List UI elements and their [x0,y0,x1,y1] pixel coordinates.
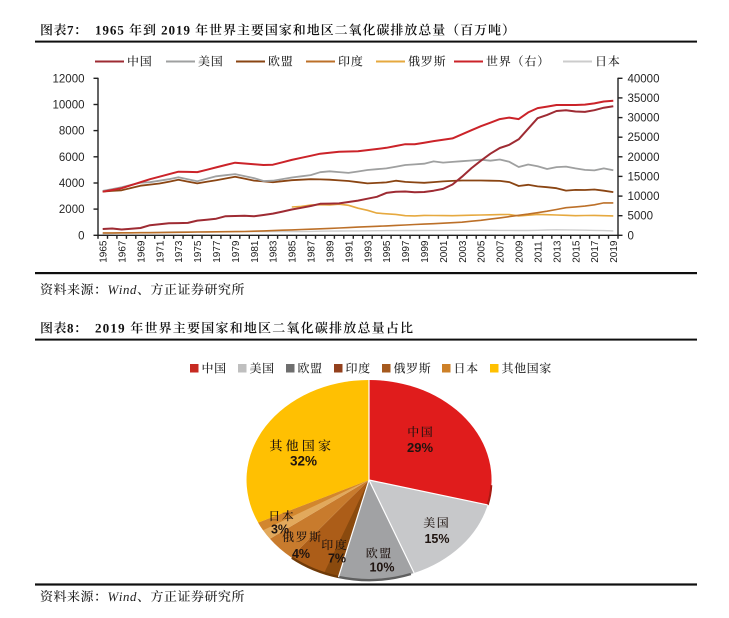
svg-text:2019: 2019 [609,240,620,263]
svg-text:40000: 40000 [628,73,660,85]
svg-text:1991: 1991 [344,240,355,263]
svg-text:10%: 10% [369,561,394,575]
svg-text:1999: 1999 [420,240,431,263]
svg-text:1985: 1985 [288,240,299,263]
svg-text:1969: 1969 [136,240,147,263]
svg-text:1981: 1981 [250,240,261,263]
svg-text:1971: 1971 [155,240,166,263]
svg-text:1977: 1977 [212,240,223,263]
svg-text:0: 0 [78,230,84,242]
svg-text:35000: 35000 [628,93,660,105]
svg-text:8000: 8000 [59,126,85,138]
svg-text:2005: 2005 [477,240,488,263]
svg-text:12000: 12000 [53,73,85,85]
svg-text:15%: 15% [424,532,449,546]
svg-text:2003: 2003 [458,240,469,263]
svg-text:6000: 6000 [59,152,85,164]
svg-text:1987: 1987 [307,240,318,263]
svg-text:4%: 4% [292,547,310,561]
svg-text:2001: 2001 [439,240,450,263]
svg-text:10000: 10000 [53,100,85,112]
svg-text:25000: 25000 [628,132,660,144]
svg-text:7%: 7% [328,552,346,566]
svg-text:2007: 2007 [496,240,507,263]
svg-text:1997: 1997 [401,240,412,263]
svg-text:1989: 1989 [325,240,336,263]
svg-text:15000: 15000 [628,171,660,183]
svg-text:1973: 1973 [174,240,185,263]
svg-text:2013: 2013 [552,240,563,263]
svg-text:2009: 2009 [515,240,526,263]
svg-text:1967: 1967 [117,240,128,263]
svg-text:1979: 1979 [231,240,242,263]
svg-text:29%: 29% [407,440,433,455]
svg-text:20000: 20000 [628,152,660,164]
svg-text:32%: 32% [290,454,317,469]
svg-text:3%: 3% [271,523,289,537]
svg-text:1975: 1975 [193,240,204,263]
svg-text:2015: 2015 [571,240,582,263]
svg-text:2017: 2017 [590,240,601,263]
svg-text:1965: 1965 [99,240,110,263]
svg-text:10000: 10000 [628,191,660,203]
svg-text:2011: 2011 [533,241,544,263]
svg-text:1993: 1993 [363,240,374,263]
svg-text:2000: 2000 [59,204,85,216]
svg-text:1983: 1983 [269,240,280,263]
svg-text:0: 0 [628,230,634,242]
svg-text:1995: 1995 [382,240,393,263]
svg-text:30000: 30000 [628,113,660,125]
svg-text:4000: 4000 [59,178,85,190]
svg-text:5000: 5000 [628,211,654,223]
